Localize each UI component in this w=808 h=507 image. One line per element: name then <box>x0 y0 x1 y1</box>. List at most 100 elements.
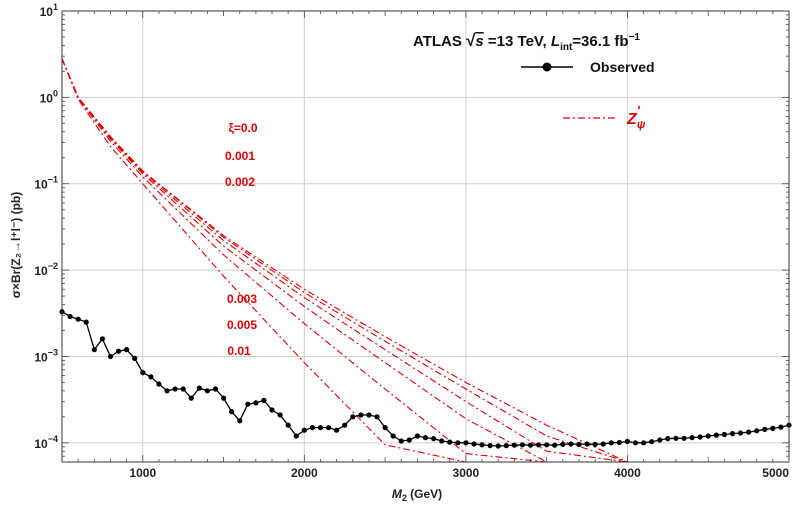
observed-point <box>382 425 388 431</box>
y-tick-exp: 1 <box>53 2 58 12</box>
y-tick-base: 10 <box>40 91 54 105</box>
observed-point <box>697 434 703 440</box>
y-tick-base: 10 <box>34 350 48 364</box>
title-experiment: ATLAS <box>413 33 466 50</box>
observed-point <box>196 385 202 391</box>
observed-point <box>713 432 719 438</box>
observed-point <box>689 435 695 441</box>
observed-point <box>91 347 97 353</box>
observed-point <box>657 437 663 443</box>
y-tick-exp: −1 <box>48 175 58 185</box>
y-tick-label: 10−1 <box>34 175 58 192</box>
observed-point <box>342 422 348 428</box>
observed-point <box>326 425 332 431</box>
observed-point <box>431 436 437 442</box>
legend-zpsi-prime: ' <box>637 103 641 118</box>
observed-point <box>495 443 501 449</box>
observed-point <box>180 386 186 392</box>
observed-point <box>479 442 485 448</box>
observed-point <box>366 412 372 418</box>
observed-point <box>156 381 162 387</box>
legend-observed-marker <box>542 62 552 72</box>
observed-point <box>762 426 768 432</box>
xi-label: ξ=0.0 <box>228 121 257 135</box>
observed-point <box>665 436 671 442</box>
y-tick-base: 10 <box>34 437 48 451</box>
observed-point <box>487 443 493 449</box>
observed-point <box>188 395 194 401</box>
observed-point <box>471 441 477 447</box>
x-tick-label: 5000 <box>762 466 789 480</box>
title-L: L <box>551 33 560 50</box>
observed-point <box>592 441 598 447</box>
y-tick-base: 10 <box>40 5 54 19</box>
observed-point <box>632 440 639 446</box>
y-tick-exp: −3 <box>48 347 58 357</box>
observed-point <box>212 386 219 392</box>
observed-point <box>511 442 517 448</box>
series-line <box>61 58 547 463</box>
observed-point <box>221 395 227 401</box>
observed-point <box>148 374 154 380</box>
observed-point <box>115 348 122 354</box>
observed-point <box>584 441 590 447</box>
y-tick-label: 10−4 <box>34 434 58 451</box>
series-line <box>61 58 628 463</box>
observed-point <box>285 422 291 428</box>
xi-label: 0.01 <box>227 344 251 358</box>
observed-point <box>358 412 364 418</box>
legend-zpsi-main: Z <box>626 111 638 128</box>
observed-point <box>576 441 582 447</box>
x-tick-label: 2000 <box>291 466 318 480</box>
legend-zpsi-sub: ψ <box>637 119 646 131</box>
xi-label: 0.003 <box>227 292 257 306</box>
chart-title: ATLAS √s =13 TeV, Lint=36.1 fb−1 <box>413 31 640 53</box>
observed-point <box>673 435 679 441</box>
observed-point <box>439 438 445 444</box>
observed-point <box>124 347 130 353</box>
x-axis-title-unit: (GeV) <box>407 487 442 501</box>
series-line <box>61 58 709 463</box>
y-tick-exp: −2 <box>48 261 58 271</box>
series-line <box>61 58 628 463</box>
observed-line <box>61 311 790 447</box>
y-tick-label: 101 <box>40 2 58 19</box>
observed-point <box>519 442 526 448</box>
observed-point <box>729 431 736 437</box>
observed-point <box>301 427 307 433</box>
x-tick-label: 4000 <box>614 466 641 480</box>
legend-zpsi-label: Z' ψ <box>626 103 646 131</box>
observed-point <box>624 438 631 444</box>
observed-point <box>269 407 275 413</box>
observed-point <box>503 443 509 449</box>
observed-point <box>334 427 340 433</box>
observed-point <box>414 433 420 439</box>
legend: Observed Z' ψ <box>521 59 655 131</box>
observed-point <box>374 414 380 420</box>
observed-point <box>641 440 647 446</box>
x-axis-title-m: M <box>392 487 403 501</box>
observed-point <box>746 429 752 435</box>
grid <box>62 11 790 462</box>
y-tick-base: 10 <box>34 178 48 192</box>
observed-point <box>544 442 550 448</box>
observed-point <box>600 441 606 447</box>
observed-point <box>705 433 711 439</box>
observed-point <box>778 424 784 430</box>
observed-point <box>527 442 534 448</box>
observed-point <box>447 439 453 445</box>
title-s: s <box>475 33 483 50</box>
observed-point <box>608 440 614 446</box>
observed-point <box>140 370 146 376</box>
x-axis-title: M2 (GeV) <box>392 487 442 503</box>
observed-point <box>293 433 299 439</box>
xi-labels: ξ=0.0 0.001 0.002 0.003 0.005 0.01 <box>225 121 258 358</box>
observed-point <box>253 400 259 406</box>
observed-point <box>229 409 235 415</box>
series-line <box>61 58 709 463</box>
observed-point <box>616 439 623 446</box>
x-tick-label: 3000 <box>453 466 480 480</box>
title-lumi-exp: −1 <box>629 32 641 43</box>
observed-point <box>455 440 461 446</box>
